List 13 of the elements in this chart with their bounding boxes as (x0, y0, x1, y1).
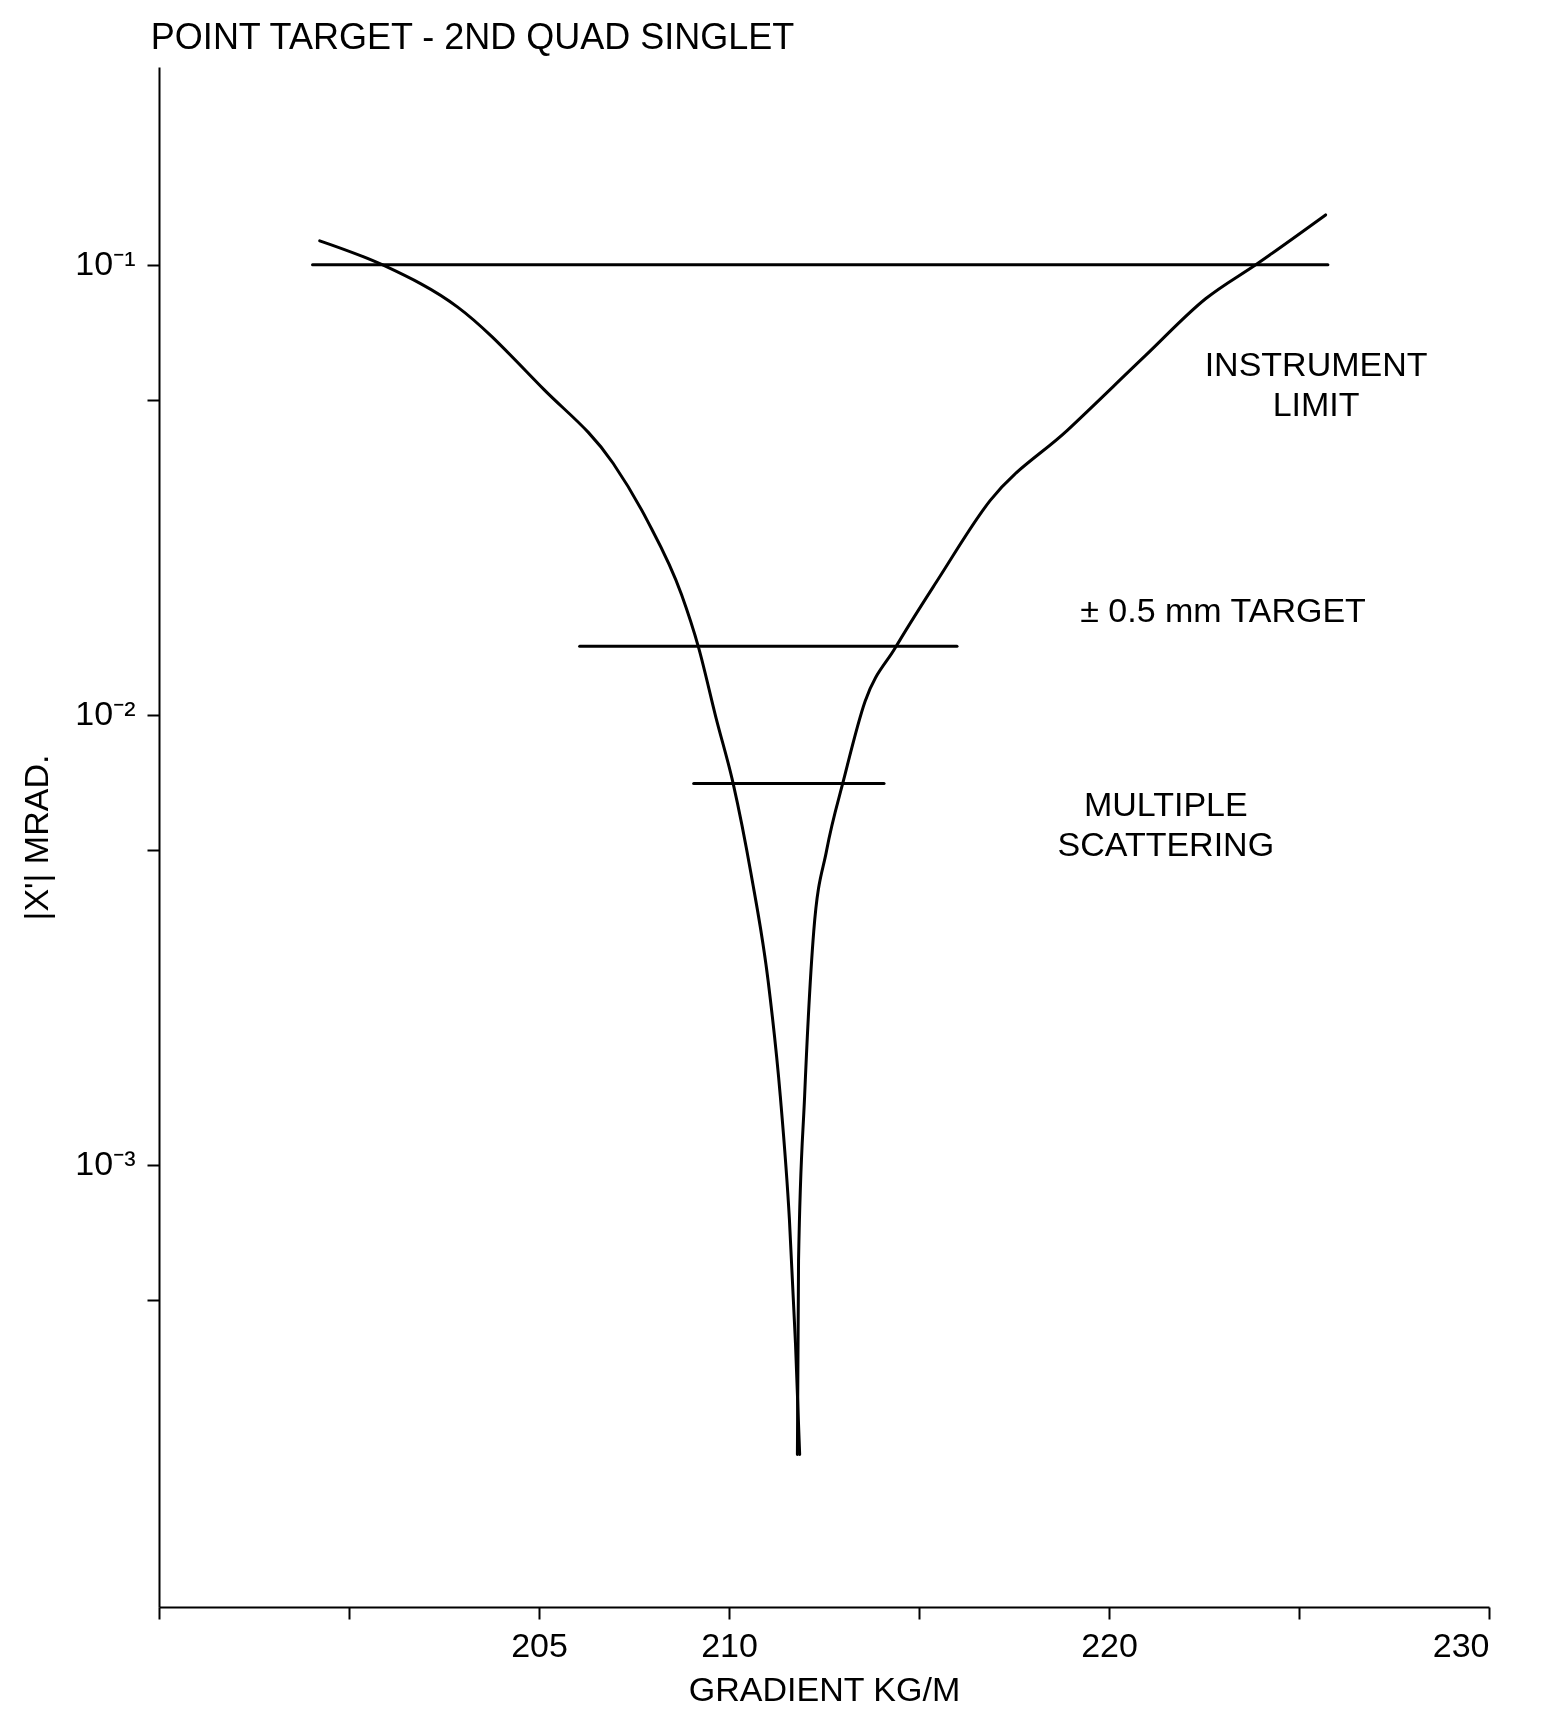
annotation: INSTRUMENT LIMIT (1204, 344, 1428, 423)
x-tick-label: 230 (1432, 1625, 1490, 1664)
x-tick-label: 210 (701, 1625, 758, 1664)
y-tick-label: 10⁻³ (75, 1144, 136, 1183)
y-tick-label: 10⁻² (75, 694, 136, 733)
x-tick-label: 205 (511, 1625, 568, 1664)
y-axis-title: |X'| MRAD. (17, 754, 56, 921)
chart-title: POINT TARGET - 2ND QUAD SINGLET (150, 16, 795, 57)
y-tick-label: 10⁻¹ (75, 244, 136, 283)
annotation: ± 0.5 mm TARGET (1080, 591, 1366, 630)
annotation: MULTIPLE SCATTERING (1057, 785, 1275, 864)
x-axis-title: GRADIENT KG/M (688, 1669, 961, 1708)
x-tick-label: 220 (1081, 1625, 1138, 1664)
